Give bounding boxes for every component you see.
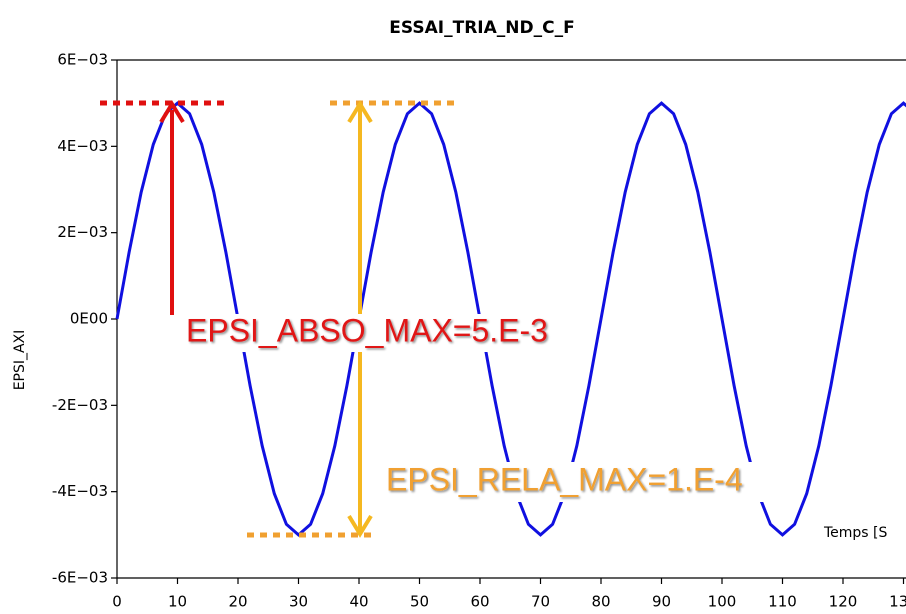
y-tick-label: -2E−03 bbox=[52, 396, 108, 414]
annotation: EPSI_RELA_MAX=1.E-4 bbox=[386, 461, 743, 497]
x-tick-label: 30 bbox=[289, 593, 308, 611]
annotation: EPSI_ABSO_MAX=5.E-3 bbox=[186, 312, 548, 348]
x-tick-label: 130 bbox=[889, 593, 906, 611]
x-tick-label: 20 bbox=[228, 593, 247, 611]
x-tick-label: 40 bbox=[349, 593, 368, 611]
x-tick-label: 10 bbox=[168, 593, 187, 611]
y-tick-label: 4E−03 bbox=[57, 137, 108, 155]
x-tick-label: 0 bbox=[112, 593, 122, 611]
abs-arrow-head bbox=[159, 100, 185, 124]
annotations: EPSI_ABSO_MAX=5.E-3 EPSI_RELA_MAX=1.E-4 … bbox=[100, 100, 906, 544]
line-series bbox=[115, 101, 906, 537]
x-tick-label: 80 bbox=[591, 593, 610, 611]
y-tick-label: -6E−03 bbox=[52, 569, 108, 587]
x-tick-label: 60 bbox=[470, 593, 489, 611]
rel-arrow-head bbox=[347, 100, 373, 124]
x-tick-label: 70 bbox=[531, 593, 550, 611]
y-tick-label: -4E−03 bbox=[52, 482, 108, 500]
y-tick-label: 0E00 bbox=[70, 310, 108, 328]
y-tick-label: 6E−03 bbox=[57, 51, 108, 69]
label-bg bbox=[184, 314, 586, 352]
x-tick-label: 50 bbox=[410, 593, 429, 611]
chart-title: ESSAI_TRIA_ND_C_F bbox=[389, 18, 574, 38]
x-tick-label: 120 bbox=[829, 593, 858, 611]
y-tick-label: 2E−03 bbox=[57, 223, 108, 241]
x-tick-label: 100 bbox=[708, 593, 737, 611]
label-bg bbox=[822, 522, 906, 544]
label-bg bbox=[384, 462, 784, 502]
x-tick-label: 90 bbox=[652, 593, 671, 611]
y-axis-label: EPSI_AXI bbox=[12, 330, 28, 391]
plot-area: -6E−03 -4E−03 -2E−03 0E00 2E−03 4E−03 6E−03 0 10… bbox=[52, 51, 906, 611]
x-axis-label: Temps [S bbox=[823, 525, 888, 541]
rel-arrow-head bbox=[347, 514, 373, 538]
x-tick-label: 110 bbox=[768, 593, 797, 611]
